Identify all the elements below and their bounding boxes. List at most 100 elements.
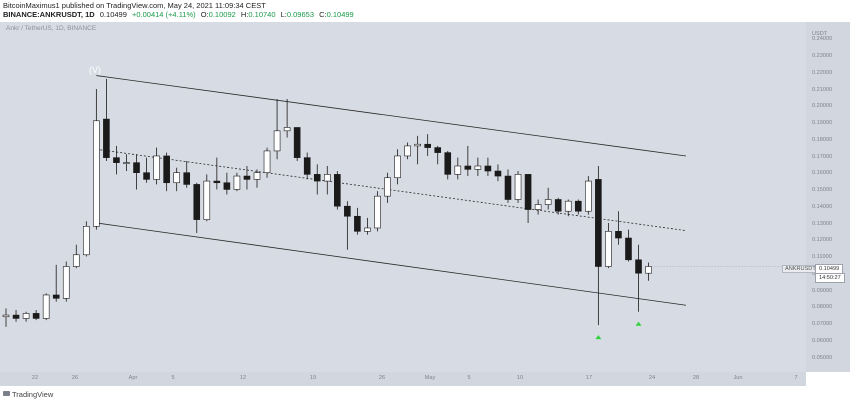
candle-body (444, 152, 452, 175)
price-value: 0.10499 (99, 10, 127, 19)
candle-body (494, 170, 502, 177)
candlestick-plot[interactable] (0, 22, 806, 372)
price-tick-label: 0.19000 (812, 120, 833, 127)
price-tick-label: 0.05000 (812, 354, 833, 361)
candle-body (384, 177, 391, 197)
time-tick-label: 5 (467, 375, 471, 381)
publisher-text: BitcoinMaximus1 published on TradingView… (3, 1, 266, 10)
tradingview-logo-icon[interactable] (3, 391, 10, 396)
candle-body (273, 130, 281, 152)
price-tick-label: 0.14000 (812, 203, 833, 210)
price-tick-label: 0.24000 (812, 36, 833, 43)
candle-body (564, 200, 572, 212)
close-label: C: (319, 10, 327, 19)
chart-title: Ankr / TetherUS, 1D, BINANCE (6, 25, 97, 32)
price-tick-label: 0.17000 (812, 153, 833, 160)
candle-body (193, 184, 201, 220)
candle-body (645, 266, 652, 274)
price-tick-label: 0.18000 (812, 136, 833, 143)
candle-body (103, 118, 110, 158)
candle-body (534, 204, 542, 210)
candle-body (504, 175, 512, 200)
price-tick-label: 0.07000 (812, 321, 833, 328)
candle-body (113, 157, 120, 163)
candle-body (62, 266, 70, 299)
candle-body (544, 199, 552, 205)
candle-body (514, 174, 522, 200)
candle-body (22, 313, 30, 319)
change-value: +0.00414 (+4.11%) (131, 10, 196, 19)
footer-brand[interactable]: TradingView (12, 390, 54, 399)
candle-body (574, 200, 582, 212)
candle-body (293, 127, 301, 158)
candle-body (213, 180, 221, 184)
candle-body (454, 165, 462, 175)
open-label: O: (200, 10, 209, 19)
candle-body (12, 314, 20, 319)
low-value: 0.09653 (286, 10, 314, 19)
candle-body (474, 165, 482, 170)
candle-body (303, 157, 311, 175)
candle-body (243, 175, 251, 180)
candle-body (203, 180, 211, 220)
candle-body (183, 172, 191, 185)
price-tick-label: 0.15000 (812, 187, 833, 194)
time-tick-label: 22 (31, 375, 39, 381)
candle-body (635, 259, 642, 274)
publisher-line: BitcoinMaximus1 published on TradingView… (3, 1, 266, 10)
candle-body (394, 155, 401, 179)
price-tick-label: 0.20000 (812, 103, 833, 110)
ohlc-line: BINANCE:ANKRUSDT, 1D 0.10499 +0.00414 (+… (3, 10, 354, 19)
candle-body (524, 174, 532, 210)
price-tick-label: 0.11000 (812, 254, 832, 261)
candle-body (323, 174, 331, 182)
candle-body (173, 172, 180, 184)
candle-body (83, 226, 90, 256)
candle-body (414, 143, 421, 147)
candle-body (404, 145, 411, 157)
price-tick-label: 0.22000 (812, 69, 833, 76)
candle-body (32, 313, 40, 319)
candle-body (223, 182, 231, 190)
price-axis[interactable]: USDT 0.24000 0.23000 0.22000 0.21000 0.20000… (806, 22, 850, 372)
price-tick-label: 0.06000 (812, 337, 833, 344)
price-tag-symbol: ANKRUSDT (782, 265, 819, 273)
price-tick-label: 0.21000 (812, 86, 833, 93)
candle-body (153, 155, 160, 180)
buy-marker-icon (635, 321, 642, 326)
symbol-label[interactable]: BINANCE:ANKRUSDT, 1D (3, 10, 95, 19)
high-label: H: (240, 10, 249, 19)
wave-label: (V) (89, 65, 101, 75)
time-tick-label: 28 (692, 375, 700, 381)
time-tick-label: May (424, 375, 436, 381)
close-value: 0.10499 (326, 10, 354, 19)
candle-body (554, 199, 562, 212)
candle-body (615, 231, 622, 239)
candle-body (133, 162, 140, 173)
chart-header: BitcoinMaximus1 published on TradingView… (0, 0, 850, 22)
time-tick-label: 10 (516, 375, 524, 381)
time-tick-label: 12 (239, 375, 247, 381)
candle-body (253, 172, 261, 180)
candle-body (42, 294, 50, 319)
time-tick-label: 7 (794, 375, 798, 381)
channel-upper-line (96, 75, 687, 157)
time-tick-label: 26 (378, 375, 386, 381)
channel-mid-line (96, 148, 687, 232)
price-tick-label: 0.09000 (812, 287, 833, 294)
candle-body (605, 231, 612, 267)
candle-body (93, 120, 100, 227)
price-tick-label: 0.13000 (812, 220, 833, 227)
candle-body (484, 165, 492, 172)
footer: TradingView (0, 386, 850, 403)
candle-body (625, 237, 632, 261)
open-value: 0.10092 (208, 10, 236, 19)
candle-body (163, 155, 170, 184)
candle-body (374, 195, 381, 229)
candle-body (344, 205, 351, 217)
time-tick-label: 19 (309, 375, 317, 381)
candle-body (354, 215, 361, 232)
high-value: 0.10740 (248, 10, 276, 19)
time-axis[interactable]: 22 26 Apr 5 12 19 26 May 5 10 17 24 28 Jun 7 (0, 372, 806, 386)
time-tick-label: Apr (128, 375, 138, 381)
